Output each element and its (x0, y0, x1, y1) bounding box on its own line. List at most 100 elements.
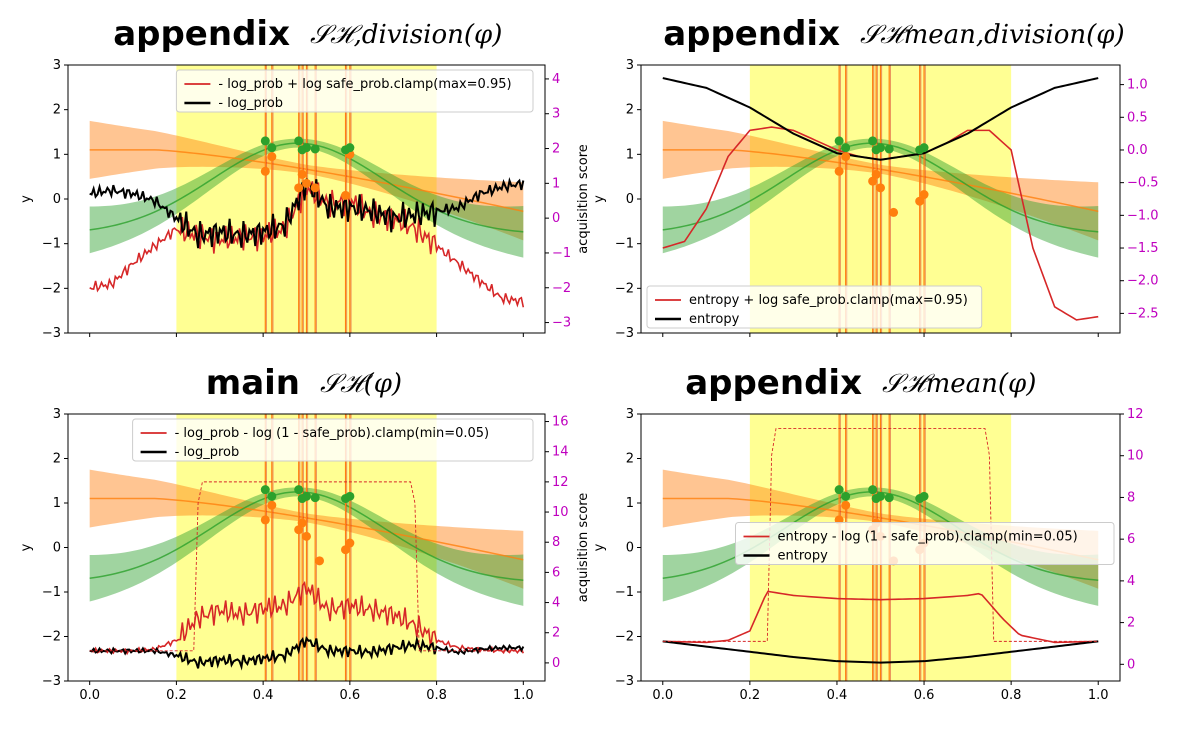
observation-point-orange (267, 500, 277, 510)
series-line-1 (89, 180, 525, 308)
panel-title: main (206, 363, 300, 403)
panel-title-math: 𝒮ℋmean,division(φ) (860, 20, 1125, 50)
x-tick-label: 0.6 (340, 688, 361, 703)
observation-point-green (868, 485, 878, 495)
x-tick-label: 0.6 (914, 688, 935, 703)
orange-gp-band (662, 120, 1099, 241)
y2-tick-label: −0.5 (1127, 176, 1159, 191)
observation-point-orange (876, 183, 885, 193)
observation-point-green (294, 485, 304, 495)
legend-box (646, 285, 983, 329)
observation-point-orange (297, 518, 307, 528)
observation-point-orange (294, 183, 304, 193)
legend: - log_prob - log (1 - safe_prob).clamp(m… (132, 418, 534, 462)
y-tick-label: 2 (53, 103, 61, 118)
y-tick-label: 1 (626, 147, 634, 162)
observation-point-green (260, 136, 270, 146)
y-tick-label: 2 (626, 103, 634, 118)
observation-point-orange (915, 196, 925, 206)
legend-label: - log_prob (218, 96, 283, 111)
dashed-upper-envelope (662, 428, 1099, 642)
y2-tick-label: 8 (552, 535, 560, 550)
y-tick-label: −3 (42, 326, 61, 341)
observation-point-green (345, 143, 355, 153)
y2-tick-label: 12 (552, 475, 569, 490)
y-tick-label: −3 (615, 674, 634, 689)
x-tick-label: 0.4 (827, 688, 848, 703)
legend-label: - log_prob + log safe_prob.clamp(max=0.9… (218, 77, 511, 92)
panel-title: appendix (663, 14, 840, 54)
observation-point-orange (341, 545, 351, 555)
y-tick-label: −1 (42, 237, 61, 252)
observation-point-orange (302, 178, 311, 188)
y-tick-label: 2 (53, 452, 61, 467)
chart-panel-2: −3 −2 −1 0 1 2 3 −2.5 −2.0 −1.5 −1.0 −0.5 0.0 0.5 1.0 y… (592, 14, 1159, 341)
y-tick-label: 1 (53, 147, 61, 162)
observation-point-green (884, 493, 894, 503)
green-gp-band (89, 138, 524, 258)
y-tick-label: −1 (615, 585, 634, 600)
y2-tick-label: −2.0 (1127, 274, 1159, 289)
x-tick-label: 0.4 (253, 688, 274, 703)
y2-tick-label: −1 (552, 246, 571, 261)
observation-point-green (876, 143, 885, 153)
legend-label: - log_prob (175, 445, 240, 460)
y-tick-label: 1 (626, 496, 634, 511)
x-tick-label: 0.8 (1001, 688, 1022, 703)
observation-point-green (919, 143, 929, 153)
y-tick-label: 0 (53, 541, 61, 556)
panel-title-math: 𝒮ℋ(φ) (320, 369, 402, 399)
y2-tick-label: 0 (1127, 657, 1135, 672)
x-tick-label: 0.0 (79, 688, 100, 703)
observation-point-green (841, 143, 851, 153)
green-gp-band (89, 487, 524, 606)
observation-point-orange (841, 500, 851, 510)
y2-tick-label: 2 (1127, 616, 1135, 631)
legend: entropy - log (1 - safe_prob).clamp(min=… (735, 522, 1115, 565)
y-tick-label: 2 (626, 452, 634, 467)
y2-tick-label: 0 (552, 656, 560, 671)
observation-point-green (294, 136, 304, 146)
observation-point-green (302, 143, 311, 153)
y-tick-label: 3 (53, 58, 61, 73)
observation-point-green (884, 144, 894, 154)
observation-point-green (267, 491, 277, 501)
y2-axis-label: acquisition score (576, 144, 591, 254)
legend-label: entropy (689, 312, 740, 327)
y-tick-label: 3 (626, 58, 634, 73)
y-axis-label: y (19, 543, 34, 551)
y2-tick-label: 4 (552, 596, 560, 611)
y-tick-label: −1 (615, 237, 634, 252)
legend: entropy + log safe_prob.clamp(max=0.95)e… (646, 285, 983, 329)
y-tick-label: 1 (53, 496, 61, 511)
dashed-upper-envelope (89, 481, 524, 652)
series-line-2 (662, 77, 1099, 161)
observation-point-orange (267, 152, 277, 162)
y2-tick-label: 1.0 (1127, 78, 1148, 93)
y2-tick-label: 0 (552, 211, 560, 226)
observation-point-orange (297, 169, 307, 179)
series-line-1 (662, 590, 1099, 644)
x-tick-label: 1.0 (1088, 688, 1109, 703)
y-tick-label: −2 (42, 630, 61, 645)
y2-tick-label: −3 (552, 316, 571, 331)
series-line-2 (662, 640, 1099, 664)
observation-point-orange (345, 538, 355, 548)
y2-tick-label: 4 (552, 72, 560, 87)
observation-point-orange (315, 556, 325, 566)
y2-axis-label: acquisition score (576, 493, 591, 603)
observation-point-green (841, 491, 851, 501)
y-tick-label: −1 (42, 585, 61, 600)
observation-point-green (345, 491, 355, 501)
observation-point-orange (834, 166, 844, 176)
observation-point-green (302, 491, 311, 501)
observation-point-green (876, 491, 885, 501)
legend-label: entropy (778, 549, 829, 564)
observation-point-orange (341, 190, 351, 200)
y2-tick-label: −1.5 (1127, 241, 1159, 256)
panel-title: appendix (685, 363, 862, 403)
y-tick-label: −2 (42, 281, 61, 296)
legend-box (175, 69, 534, 113)
y-tick-label: 3 (626, 407, 634, 422)
